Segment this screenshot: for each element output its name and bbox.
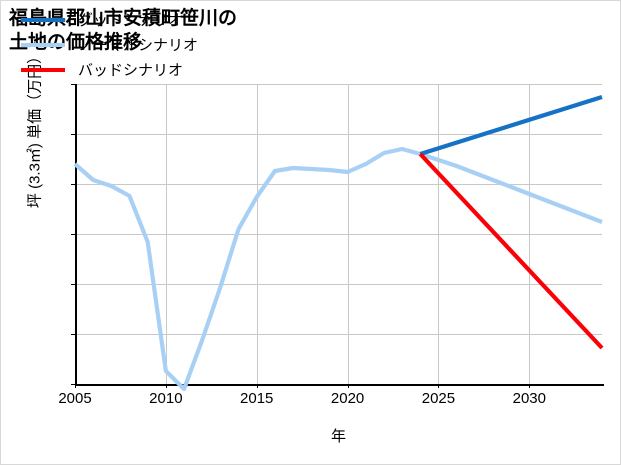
x-tick-label: 2025 (421, 390, 456, 407)
x-tick-mark (347, 384, 349, 388)
gridline-vertical (256, 84, 258, 384)
gridline-vertical (347, 84, 349, 384)
data-series-layer (73, 94, 604, 392)
series-line (418, 152, 604, 350)
y-tick-mark (71, 334, 75, 335)
gridline-horizontal (75, 234, 602, 235)
legend-swatch-bad (21, 67, 65, 72)
gridline-horizontal (75, 334, 602, 335)
x-tick-mark (256, 384, 258, 388)
gridline-vertical (529, 84, 531, 384)
gridline-horizontal (75, 134, 602, 135)
legend-label-good: グッドシナリオ (78, 12, 184, 29)
x-tick-mark (529, 384, 531, 388)
y-tick-mark (71, 184, 75, 185)
legend-item-bad[interactable]: バッドシナリオ (21, 57, 198, 82)
y-tick-mark (71, 234, 75, 235)
chart-legend: グッドシナリオ ノーマルシナリオ バッドシナリオ (21, 7, 198, 82)
gridline-vertical (438, 84, 440, 384)
gridline-vertical (165, 84, 167, 384)
plot-area: 11.011.512.012.513.013.514.0 20052010201… (58, 84, 604, 407)
x-tick-label: 2010 (149, 390, 183, 407)
y-tick-mark (71, 284, 75, 285)
legend-item-normal[interactable]: ノーマルシナリオ (21, 32, 198, 57)
x-tick-mark (438, 384, 440, 388)
legend-label-bad: バッドシナリオ (78, 62, 184, 79)
x-tick-label: 2015 (240, 390, 274, 407)
gridline-horizontal (75, 184, 602, 185)
x-tick-label: 2030 (512, 390, 546, 407)
x-tick-mark (75, 384, 76, 388)
y-tick-mark (71, 384, 75, 385)
legend-swatch-normal (21, 42, 65, 47)
legend-swatch-good (21, 17, 65, 22)
legend-item-good[interactable]: グッドシナリオ (21, 7, 198, 32)
x-tick-label: 2005 (58, 390, 92, 407)
y-tick-mark (71, 134, 75, 135)
gridline-horizontal (75, 84, 602, 85)
legend-label-normal: ノーマルシナリオ (78, 37, 199, 54)
x-axis-title: 年 (330, 428, 346, 445)
gridline-horizontal (75, 284, 602, 285)
x-tick-label: 2020 (330, 390, 365, 407)
series-line (419, 94, 603, 157)
x-tick-mark (165, 384, 167, 388)
y-tick-mark (71, 84, 75, 85)
page-title: 福島県郡山市安積町笹川の 土地の価格推移 (9, 8, 238, 54)
series-line (73, 146, 603, 392)
plot-frame (75, 84, 604, 386)
